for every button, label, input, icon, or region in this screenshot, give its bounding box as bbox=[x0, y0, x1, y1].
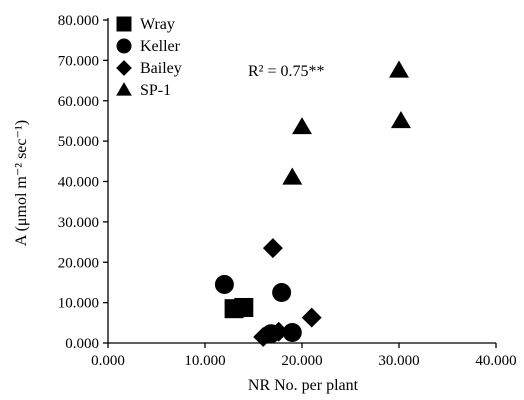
y-tick-label: 10.000 bbox=[58, 296, 99, 312]
y-tick-label: 30.000 bbox=[58, 215, 99, 231]
sp-1-point bbox=[292, 117, 312, 135]
legend-label: Bailey bbox=[140, 60, 182, 77]
y-axis-label: A (μmol m⁻² sec⁻¹) bbox=[13, 120, 30, 246]
y-tick-label: 70.000 bbox=[58, 53, 99, 69]
wray-point bbox=[234, 297, 254, 317]
x-tick-label: 40.000 bbox=[475, 353, 516, 369]
keller-point bbox=[272, 283, 292, 303]
sp-1-point bbox=[390, 111, 411, 129]
x-tick-label: 20.000 bbox=[281, 353, 322, 369]
x-axis-ticks: 0.000 10.000 20.000 30.000 40.000 bbox=[91, 343, 517, 369]
bailey-point bbox=[268, 321, 289, 342]
y-tick-label: 50.000 bbox=[58, 134, 99, 150]
y-tick-label: 40.000 bbox=[58, 175, 99, 191]
y-tick-label: 0.000 bbox=[65, 336, 99, 352]
y-tick-label: 20.000 bbox=[58, 255, 99, 271]
bailey-point bbox=[253, 326, 274, 347]
bailey-point bbox=[301, 307, 322, 328]
legend-label: Wray bbox=[140, 16, 175, 33]
x-tick-label: 30.000 bbox=[378, 353, 419, 369]
legend-marker-wray bbox=[116, 16, 132, 32]
r-squared-annotation: R² = 0.75** bbox=[248, 63, 325, 80]
x-tick-label: 10.000 bbox=[184, 353, 225, 369]
y-axis-ticks: 0.000 10.000 20.000 30.000 40.000 50.000 60.00… bbox=[58, 13, 108, 352]
legend-marker-bailey bbox=[116, 60, 132, 76]
legend-label: SP-1 bbox=[140, 82, 171, 99]
x-tick-label: 0.000 bbox=[91, 353, 125, 369]
sp-1-point bbox=[282, 167, 303, 185]
y-tick-label: 60.000 bbox=[58, 94, 99, 110]
data-points bbox=[214, 60, 411, 347]
legend-marker-sp-1 bbox=[116, 82, 132, 96]
sp-1-point bbox=[389, 60, 409, 78]
x-axis-label: NR No. per plant bbox=[248, 377, 359, 394]
y-tick-label: 80.000 bbox=[58, 13, 99, 29]
bailey-point bbox=[262, 238, 283, 259]
legend: Wray Keller Bailey SP-1 bbox=[116, 16, 182, 99]
keller-point bbox=[282, 323, 302, 343]
keller-point bbox=[214, 274, 234, 294]
legend-label: Keller bbox=[140, 38, 181, 55]
legend-marker-keller bbox=[116, 38, 132, 54]
